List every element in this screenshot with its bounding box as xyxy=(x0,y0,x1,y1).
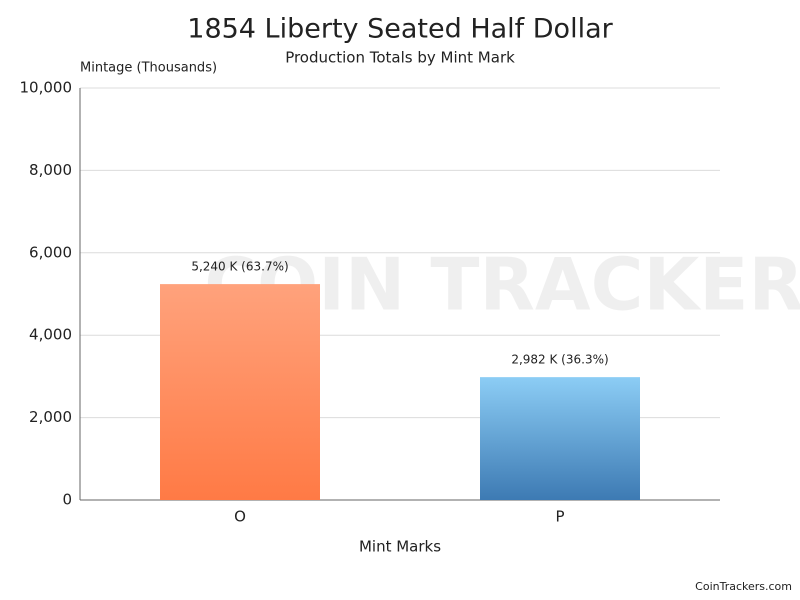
data-label: 5,240 K (63.7%) xyxy=(191,260,288,274)
x-tick-label: O xyxy=(234,508,246,526)
x-axis-label: Mint Marks xyxy=(359,538,441,556)
y-tick-label: 6,000 xyxy=(29,243,72,261)
y-tick-label: 4,000 xyxy=(29,326,72,344)
x-tick-label: P xyxy=(555,508,564,526)
y-tick-label: 10,000 xyxy=(20,79,73,97)
y-tick-label: 2,000 xyxy=(29,408,72,426)
chart-subtitle: Production Totals by Mint Mark xyxy=(285,49,515,67)
y-tick-label: 0 xyxy=(62,491,72,509)
source: CoinTrackers.com xyxy=(695,580,792,593)
bar xyxy=(480,377,640,500)
data-label: 2,982 K (36.3%) xyxy=(511,353,608,367)
bar xyxy=(160,284,320,500)
y-axis-label: Mintage (Thousands) xyxy=(80,61,217,76)
chart-title: 1854 Liberty Seated Half Dollar xyxy=(187,14,613,45)
y-tick-label: 8,000 xyxy=(29,161,72,179)
